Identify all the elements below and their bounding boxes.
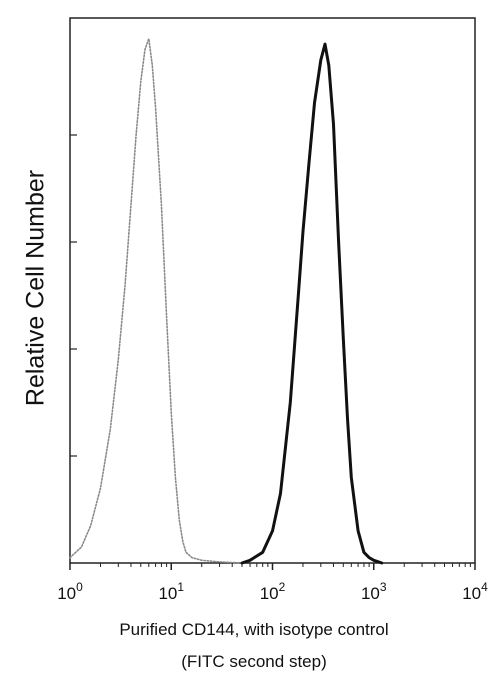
x-tick-label: 102	[260, 580, 286, 603]
x-axis-label-subtitle: (FITC second step)	[181, 652, 327, 671]
isotype-control-curve	[69, 37, 243, 564]
x-axis-label: Purified CD144, with isotype control	[119, 620, 389, 639]
x-tick-label: 104	[462, 580, 488, 603]
plot-frame	[69, 17, 476, 564]
x-tick-label: 100	[57, 580, 83, 603]
x-tick-label: 103	[361, 580, 387, 603]
series-layer	[69, 37, 384, 565]
x-tick-label: 101	[158, 580, 184, 603]
cd144-curve	[240, 42, 384, 565]
y-axis-ticks	[70, 134, 77, 457]
x-axis-ticks: 100 101 102 103 104	[57, 563, 488, 603]
